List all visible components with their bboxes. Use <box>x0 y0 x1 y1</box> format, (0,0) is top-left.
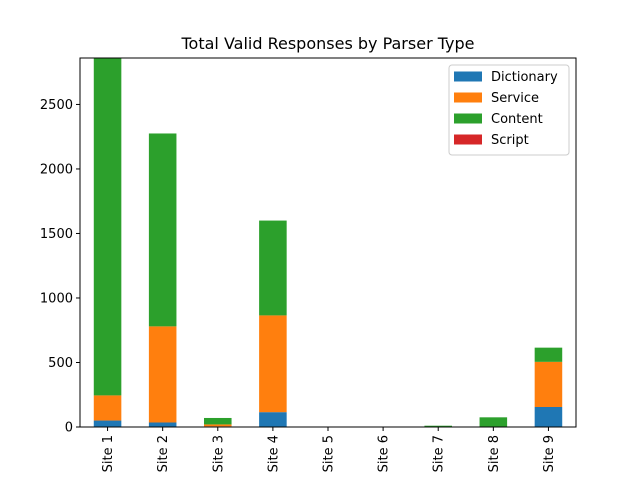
bars-group <box>93 58 563 427</box>
x-tick-label: Site 5 <box>322 435 337 472</box>
legend-swatch-script <box>454 134 482 145</box>
bar-service-1 <box>93 395 122 421</box>
bar-dictionary-1 <box>93 420 122 427</box>
y-tick-label: 500 <box>48 356 73 371</box>
bar-service-9 <box>534 361 563 408</box>
chart-title: Total Valid Responses by Parser Type <box>181 34 475 53</box>
x-tick-label: Site 8 <box>487 435 502 472</box>
bar-service-3 <box>204 424 232 427</box>
legend-label-service: Service <box>491 91 539 106</box>
x-tick-label: Site 4 <box>266 435 281 472</box>
bar-content-3 <box>204 417 232 425</box>
x-tick-label: Site 2 <box>156 435 171 472</box>
legend-label-script: Script <box>491 133 529 148</box>
bar-content-9 <box>534 347 563 362</box>
legend-swatch-service <box>454 92 482 103</box>
bar-service-2 <box>148 326 177 423</box>
legend-swatch-content <box>454 113 482 124</box>
x-tick-label: Site 7 <box>432 435 447 472</box>
bar-content-7 <box>424 425 452 427</box>
bar-content-2 <box>148 133 177 327</box>
bar-dictionary-4 <box>259 412 287 427</box>
plot-frame <box>79 57 577 428</box>
y-tick-label: 1000 <box>40 291 73 306</box>
bar-dictionary-9 <box>534 407 563 427</box>
bar-service-4 <box>259 315 287 413</box>
y-tick-label: 1500 <box>40 227 73 242</box>
x-tick-label: Site 9 <box>542 435 557 472</box>
bar-content-1 <box>93 58 122 396</box>
y-tick-label: 2500 <box>40 98 73 113</box>
bar-content-4 <box>259 220 287 316</box>
x-axis: Site 1 Site 2 Site 3 Site 4 Site 5 Site 6 Site… <box>101 427 557 472</box>
bar-dictionary-2 <box>148 422 177 427</box>
legend-label-content: Content <box>491 112 543 127</box>
legend-label-dictionary: Dictionary <box>491 70 558 85</box>
y-tick-label: 2000 <box>40 162 73 177</box>
y-axis: 0 500 1000 1500 2000 2500 <box>40 98 80 436</box>
bar-content-8 <box>479 417 508 427</box>
y-tick-label: 0 <box>65 421 73 436</box>
legend: Dictionary Service Content Script <box>448 64 570 156</box>
x-tick-label: Site 6 <box>377 435 392 472</box>
legend-box <box>448 64 570 156</box>
x-tick-label: Site 3 <box>211 435 226 472</box>
x-tick-label: Site 1 <box>101 435 116 472</box>
legend-swatch-dictionary <box>454 71 482 82</box>
